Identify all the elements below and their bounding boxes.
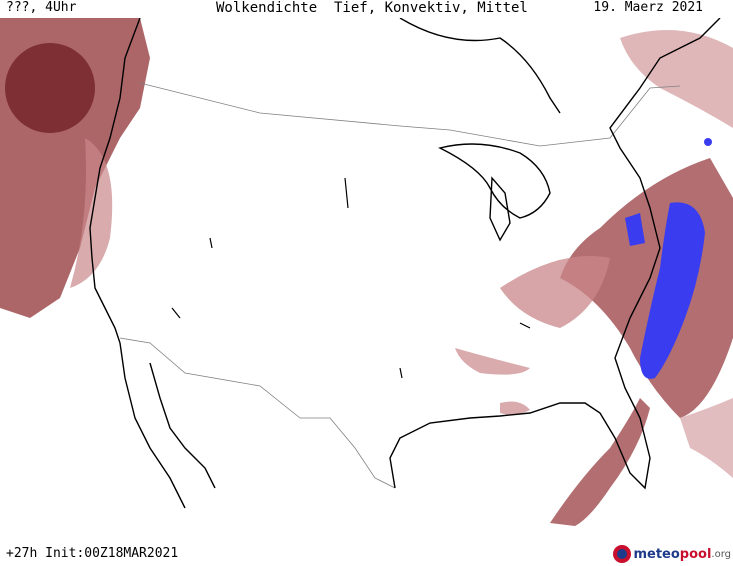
meteopool-logo[interactable]: meteo pool .org: [613, 545, 731, 563]
meteopool-logo-icon: [613, 545, 632, 563]
country-borders: [119, 82, 681, 489]
lake-outline: [519, 322, 531, 329]
convective-cell-ne: [704, 138, 712, 146]
coastlines: [89, 18, 721, 509]
us-canada-border: [139, 82, 681, 147]
gulf-cloud-band: [550, 398, 650, 526]
forecast-date: 19. Maerz 2021: [593, 0, 703, 15]
convective-cell-main: [640, 202, 705, 379]
gulf-coastline: [389, 247, 661, 490]
pacific-coastline: [89, 18, 141, 344]
texas-cloud: [455, 348, 530, 375]
hudson-bay: [399, 18, 561, 114]
logo-text-part3: .org: [711, 548, 731, 560]
forecast-label: ???, 4Uhr: [6, 0, 77, 15]
mexico-west-coast: [149, 362, 216, 489]
canada-ne-cloud: [620, 30, 733, 128]
us-mexico-border: [119, 337, 396, 489]
lake-outline: [399, 367, 403, 379]
lake-michigan: [489, 176, 511, 242]
gulf-coast-cloud: [500, 401, 530, 415]
pacific-low-core: [5, 43, 95, 133]
run-info: +27h Init:00Z18MAR2021: [6, 546, 179, 561]
cloud-density-map: [0, 18, 733, 526]
lakes-dots: [171, 177, 531, 379]
logo-text-part1: meteo: [633, 546, 680, 562]
cloud-fields: [0, 18, 733, 526]
map-title: Wolkendichte Tief, Konvektiv, Mittel: [216, 0, 528, 16]
east-canada-coast: [609, 18, 721, 249]
lake-outline: [344, 177, 349, 209]
logo-text-part2: pool: [679, 546, 712, 562]
florida-ne-cloud: [680, 398, 733, 478]
pacific-cloud-band: [70, 138, 113, 288]
east-coast-outer-cloud: [500, 256, 610, 328]
lake-outline: [171, 307, 181, 319]
baja-coastline: [119, 342, 186, 509]
great-lakes: [437, 143, 551, 219]
lake-outline: [209, 237, 213, 249]
convective-cell-north: [625, 213, 645, 246]
